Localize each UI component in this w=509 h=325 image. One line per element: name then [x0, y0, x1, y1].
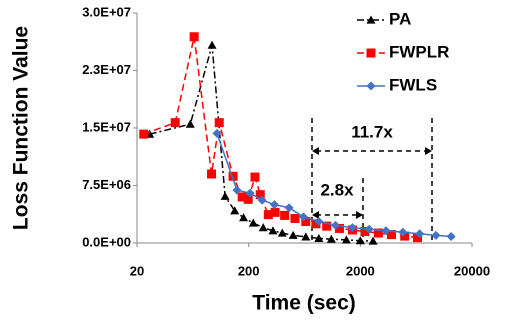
marker: [331, 220, 341, 230]
y-tick-label: 1.5E+07: [82, 119, 131, 134]
x-tick-label: 2000: [346, 263, 375, 278]
x-tick-label: 200: [238, 263, 260, 278]
marker: [207, 169, 217, 179]
marker: [301, 232, 311, 241]
annotation: 2.8x: [320, 180, 354, 199]
legend-marker: [366, 48, 376, 58]
marker: [212, 128, 222, 138]
x-tick-label: 20000: [454, 263, 490, 278]
marker: [415, 229, 425, 239]
marker: [314, 233, 324, 242]
arrow-head: [312, 211, 319, 219]
marker: [258, 223, 268, 232]
marker: [334, 223, 344, 233]
marker: [360, 227, 370, 236]
marker: [228, 171, 238, 181]
arrow-head: [356, 211, 363, 219]
annotation: 11.7x: [351, 122, 393, 141]
y-tick-label: 7.5E+06: [82, 177, 131, 192]
marker: [431, 230, 441, 240]
marker: [207, 40, 217, 49]
marker: [326, 234, 336, 243]
marker: [412, 233, 422, 243]
marker: [214, 118, 224, 128]
marker: [139, 129, 149, 139]
marker: [230, 206, 240, 215]
y-axis-title: Loss Function Value: [10, 26, 33, 230]
marker: [446, 231, 456, 241]
marker: [232, 185, 242, 195]
series-line: [216, 133, 452, 238]
marker: [314, 217, 324, 227]
marker: [170, 118, 180, 128]
marker: [290, 213, 300, 223]
marker: [248, 218, 258, 227]
marker: [268, 226, 278, 235]
marker: [263, 210, 273, 220]
marker: [311, 219, 321, 229]
marker: [284, 203, 294, 213]
marker: [355, 236, 365, 245]
arrow-head: [425, 147, 432, 155]
marker: [386, 230, 396, 240]
marker: [277, 228, 287, 237]
marker: [269, 200, 279, 210]
marker: [368, 236, 378, 245]
marker: [288, 230, 298, 239]
y-tick-label: 0.0E+00: [82, 234, 131, 249]
marker: [189, 32, 199, 42]
legend-text: PA: [389, 9, 411, 28]
marker: [243, 194, 253, 204]
marker: [257, 195, 267, 205]
marker: [270, 207, 280, 217]
y-tick-label: 3.0E+07: [82, 4, 131, 19]
marker: [299, 212, 309, 222]
marker: [347, 223, 357, 233]
marker: [301, 217, 311, 227]
marker: [185, 119, 195, 128]
legend-text: FWPLR: [389, 42, 449, 61]
x-axis-title: Time (sec): [252, 292, 356, 315]
marker: [373, 228, 383, 238]
marker: [400, 231, 410, 241]
marker: [237, 192, 247, 202]
series-line: [149, 45, 374, 242]
marker: [245, 188, 255, 198]
legend-marker: [366, 81, 376, 91]
marker: [280, 210, 290, 220]
arrow-heads: [312, 147, 432, 219]
legend-text: FWLS: [389, 75, 437, 94]
marker: [239, 213, 249, 222]
x-tick-label: 20: [130, 263, 144, 278]
legend-marker: [366, 15, 376, 24]
marker: [255, 190, 265, 200]
marker: [250, 172, 260, 182]
marker: [398, 227, 408, 237]
marker: [341, 235, 351, 244]
marker: [220, 191, 230, 200]
marker: [322, 221, 332, 231]
y-tick-label: 2.3E+07: [82, 62, 131, 77]
marker: [364, 224, 374, 234]
marker: [381, 226, 391, 236]
arrow-head: [312, 147, 319, 155]
